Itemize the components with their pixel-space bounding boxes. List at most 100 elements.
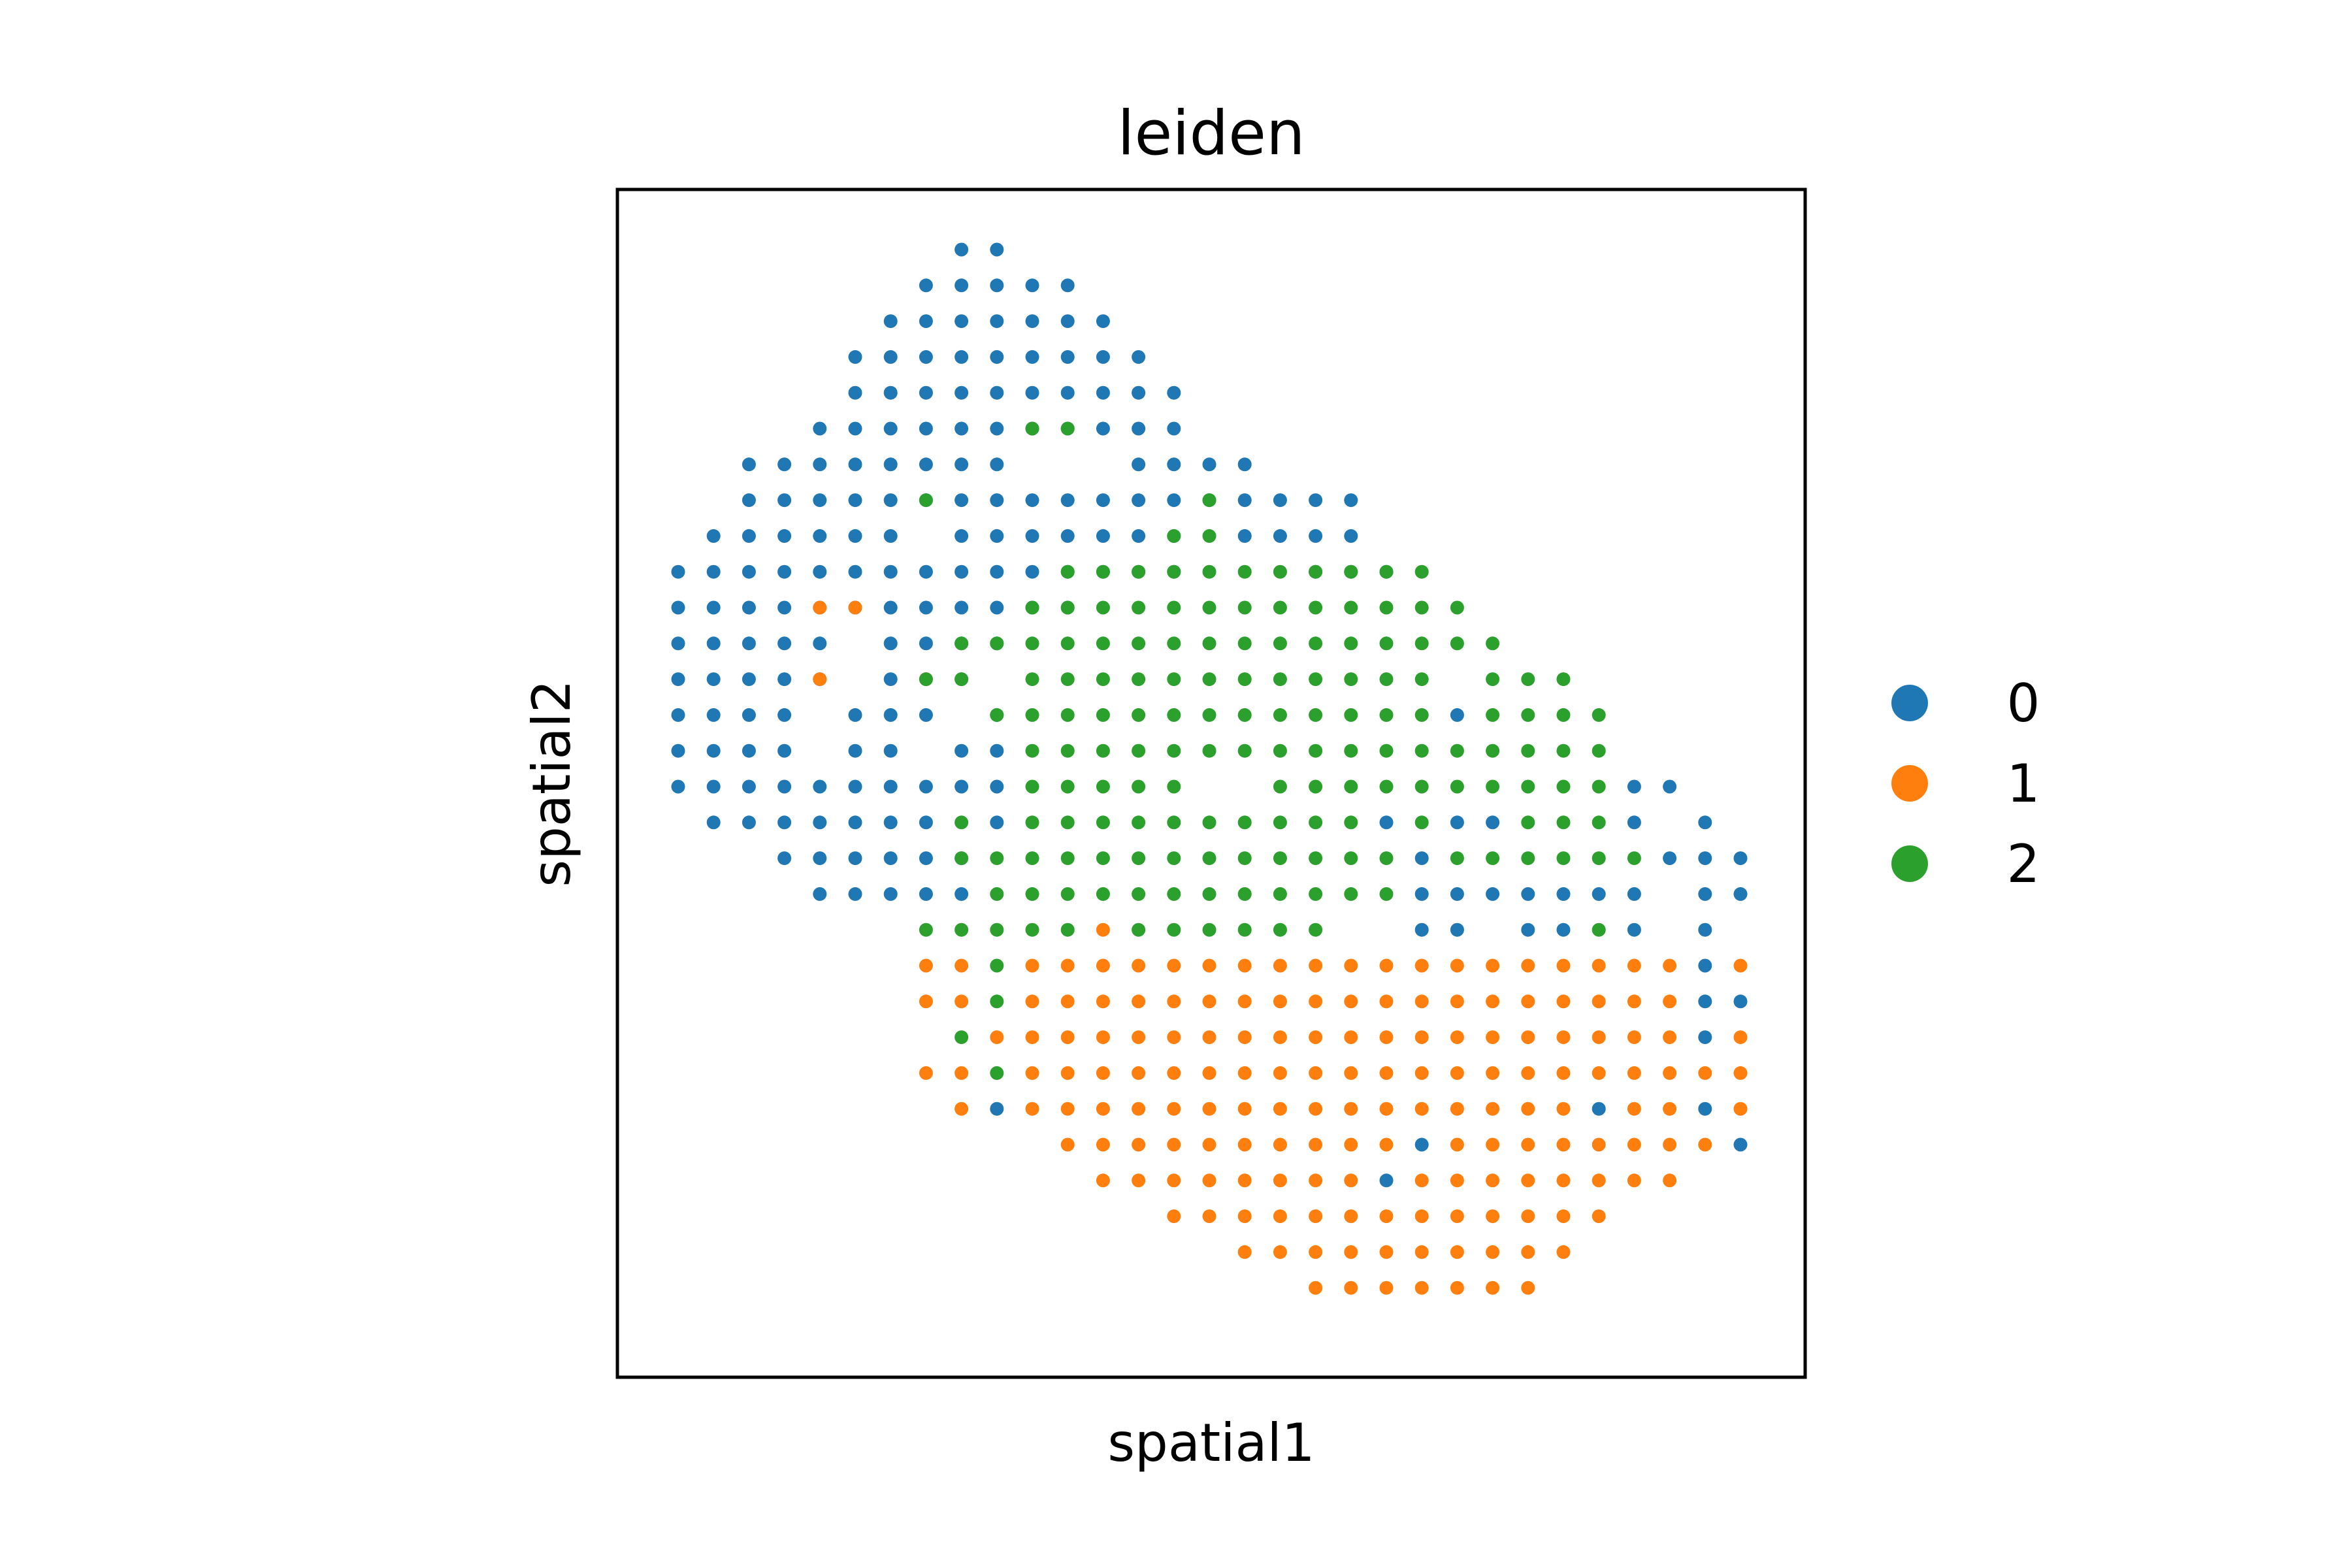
scatter-point-cluster-0 — [990, 564, 1004, 579]
scatter-point-cluster-2 — [1309, 779, 1323, 794]
scatter-point-cluster-0 — [742, 708, 756, 722]
scatter-point-cluster-0 — [1344, 493, 1358, 508]
scatter-point-cluster-1 — [1309, 1137, 1323, 1152]
scatter-point-cluster-1 — [1309, 1030, 1323, 1045]
scatter-point-cluster-0 — [1627, 815, 1641, 830]
scatter-point-cluster-1 — [1556, 1209, 1571, 1224]
scatter-point-cluster-1 — [1202, 1030, 1217, 1045]
scatter-point-cluster-0 — [955, 314, 969, 329]
scatter-point-cluster-2 — [990, 636, 1004, 651]
scatter-point-cluster-0 — [1733, 851, 1748, 866]
scatter-point-cluster-2 — [1202, 529, 1217, 543]
scatter-point-cluster-0 — [1486, 815, 1500, 830]
scatter-point-cluster-1 — [1486, 1173, 1500, 1188]
scatter-point-cluster-2 — [1344, 851, 1358, 866]
scatter-point-cluster-1 — [1450, 1102, 1464, 1116]
scatter-point-cluster-2 — [1556, 779, 1571, 794]
scatter-point-cluster-1 — [1344, 1066, 1358, 1080]
scatter-point-cluster-0 — [990, 385, 1004, 400]
scatter-point-cluster-0 — [848, 815, 862, 830]
scatter-point-cluster-0 — [955, 242, 969, 257]
scatter-point-cluster-1 — [1132, 1102, 1146, 1116]
scatter-point-cluster-2 — [1450, 600, 1464, 615]
scatter-point-cluster-2 — [990, 708, 1004, 722]
scatter-point-cluster-0 — [848, 350, 862, 364]
scatter-point-cluster-1 — [1733, 1030, 1748, 1045]
scatter-point-cluster-1 — [1627, 1137, 1641, 1152]
scatter-point-cluster-2 — [1414, 636, 1429, 651]
scatter-point-cluster-1 — [1237, 1209, 1252, 1224]
scatter-point-cluster-0 — [1556, 887, 1571, 901]
scatter-point-cluster-0 — [813, 457, 827, 472]
legend-marker-1 — [1891, 765, 1928, 802]
scatter-point-cluster-1 — [1414, 1066, 1429, 1080]
scatter-point-cluster-0 — [1414, 1137, 1429, 1152]
scatter-point-cluster-1 — [1663, 958, 1677, 973]
scatter-point-cluster-0 — [1698, 1030, 1712, 1045]
scatter-point-cluster-1 — [1237, 1030, 1252, 1045]
scatter-point-cluster-2 — [1379, 779, 1394, 794]
scatter-point-cluster-1 — [1627, 958, 1641, 973]
scatter-point-cluster-1 — [1096, 923, 1110, 937]
scatter-point-cluster-2 — [1309, 815, 1323, 830]
scatter-point-cluster-2 — [1060, 708, 1075, 722]
scatter-point-cluster-1 — [1273, 994, 1287, 1009]
scatter-point-cluster-1 — [1663, 1030, 1677, 1045]
scatter-point-cluster-0 — [955, 887, 969, 901]
scatter-point-cluster-2 — [1273, 887, 1287, 901]
scatter-point-cluster-2 — [1414, 672, 1429, 687]
scatter-point-cluster-1 — [919, 994, 933, 1009]
scatter-point-cluster-1 — [1450, 1245, 1464, 1259]
scatter-point-cluster-0 — [1698, 923, 1712, 937]
scatter-point-cluster-1 — [1486, 1102, 1500, 1116]
scatter-point-cluster-0 — [1167, 493, 1181, 508]
scatter-point-cluster-2 — [1025, 600, 1039, 615]
scatter-point-cluster-0 — [777, 779, 792, 794]
scatter-point-cluster-2 — [1273, 779, 1287, 794]
scatter-point-cluster-2 — [1486, 743, 1500, 758]
scatter-point-cluster-0 — [883, 493, 898, 508]
scatter-point-cluster-2 — [1592, 779, 1606, 794]
scatter-point-cluster-0 — [1627, 887, 1641, 901]
scatter-point-cluster-2 — [1025, 923, 1039, 937]
scatter-point-cluster-1 — [848, 600, 862, 615]
scatter-point-cluster-0 — [883, 887, 898, 901]
scatter-point-cluster-1 — [1663, 1173, 1677, 1188]
scatter-point-cluster-2 — [1344, 564, 1358, 579]
scatter-point-cluster-1 — [1379, 1209, 1394, 1224]
scatter-point-cluster-2 — [1556, 708, 1571, 722]
scatter-point-cluster-1 — [1309, 994, 1323, 1009]
scatter-point-cluster-1 — [1132, 1137, 1146, 1152]
scatter-point-cluster-0 — [919, 636, 933, 651]
scatter-point-cluster-0 — [1237, 529, 1252, 543]
scatter-point-cluster-1 — [1521, 1066, 1535, 1080]
scatter-point-cluster-1 — [1450, 1066, 1464, 1080]
scatter-point-cluster-0 — [883, 457, 898, 472]
scatter-point-cluster-1 — [1556, 958, 1571, 973]
scatter-point-cluster-2 — [1060, 851, 1075, 866]
scatter-point-cluster-1 — [1414, 1173, 1429, 1188]
scatter-point-cluster-0 — [742, 457, 756, 472]
scatter-point-cluster-2 — [1060, 779, 1075, 794]
scatter-point-cluster-1 — [1344, 1281, 1358, 1295]
scatter-point-cluster-0 — [813, 851, 827, 866]
scatter-point-cluster-2 — [1202, 600, 1217, 615]
scatter-point-cluster-1 — [1132, 1030, 1146, 1045]
scatter-point-cluster-2 — [955, 923, 969, 937]
scatter-point-cluster-1 — [1521, 1209, 1535, 1224]
scatter-point-cluster-2 — [955, 851, 969, 866]
scatter-point-cluster-0 — [742, 636, 756, 651]
scatter-point-cluster-0 — [1060, 385, 1075, 400]
scatter-point-cluster-1 — [1060, 1137, 1075, 1152]
scatter-point-cluster-0 — [1060, 314, 1075, 329]
scatter-point-cluster-1 — [1521, 1102, 1535, 1116]
scatter-point-cluster-0 — [990, 600, 1004, 615]
scatter-point-cluster-2 — [990, 851, 1004, 866]
scatter-point-cluster-0 — [706, 564, 721, 579]
scatter-point-cluster-1 — [1521, 958, 1535, 973]
scatter-point-cluster-0 — [955, 421, 969, 436]
scatter-point-cluster-1 — [813, 600, 827, 615]
scatter-point-cluster-1 — [1167, 958, 1181, 973]
scatter-point-cluster-0 — [990, 242, 1004, 257]
scatter-point-cluster-2 — [1344, 600, 1358, 615]
